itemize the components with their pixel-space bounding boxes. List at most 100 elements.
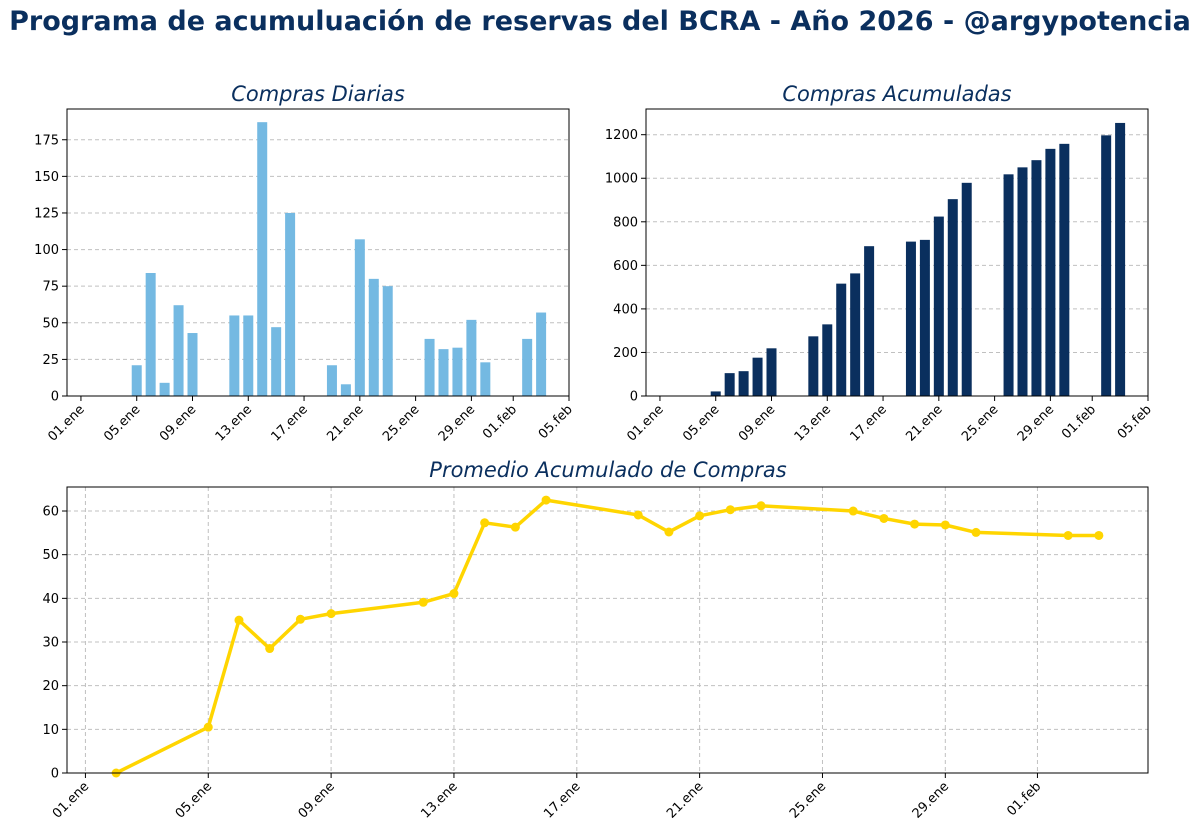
plot-frame bbox=[645, 108, 1149, 397]
bar bbox=[1031, 160, 1042, 396]
y-tick-label: 0 bbox=[51, 390, 59, 405]
data-point bbox=[234, 615, 244, 625]
x-tick-label: 29.ene bbox=[436, 402, 478, 444]
x-tick-label: 17.ene bbox=[269, 402, 311, 444]
x-tick-label: 05.ene bbox=[101, 402, 143, 444]
x-tick-label: 01.feb bbox=[1004, 779, 1044, 819]
bar bbox=[424, 338, 435, 396]
y-tick-label: 0 bbox=[630, 390, 638, 405]
x-tick-label: 29.ene bbox=[910, 779, 952, 821]
bar bbox=[808, 336, 819, 396]
y-tick-label: 60 bbox=[42, 505, 59, 520]
chart-title-cumulative: Compras Acumuladas bbox=[782, 82, 1011, 106]
bar bbox=[724, 373, 735, 396]
bar bbox=[257, 122, 268, 396]
bar bbox=[766, 348, 777, 396]
x-tick-label: 01.feb bbox=[1059, 402, 1099, 442]
bar bbox=[145, 273, 156, 396]
y-tick-label: 600 bbox=[613, 259, 638, 274]
data-point bbox=[940, 520, 950, 530]
y-tick-label: 25 bbox=[42, 353, 59, 368]
x-tick-label: 05.feb bbox=[536, 402, 576, 442]
y-tick-label: 0 bbox=[51, 767, 59, 782]
bar bbox=[961, 182, 972, 396]
bar bbox=[1059, 143, 1070, 396]
bar bbox=[382, 286, 393, 396]
bar bbox=[919, 239, 930, 396]
x-tick-label: 01.feb bbox=[480, 402, 520, 442]
data-point bbox=[203, 722, 213, 732]
cumulative-average-chart: 0 10 20 30 40 50 60 01.ene 05.ene 09.ene 13.ene 17.… bbox=[42, 486, 1149, 822]
x-tick-label: 05.feb bbox=[1115, 402, 1155, 442]
x-tick-label: 17.ene bbox=[848, 402, 890, 444]
bar bbox=[452, 347, 463, 396]
bar bbox=[480, 362, 491, 396]
bar bbox=[466, 319, 477, 396]
bar bbox=[536, 312, 547, 396]
data-point bbox=[326, 609, 336, 619]
data-point bbox=[664, 527, 674, 537]
bar bbox=[905, 241, 916, 396]
chart-title-daily: Compras Diarias bbox=[231, 82, 405, 106]
page-title: Programa de acumuluación de reservas del… bbox=[9, 6, 1191, 37]
bar bbox=[822, 324, 833, 396]
x-tick-label: 25.ene bbox=[787, 779, 829, 821]
x-tick-label: 09.ene bbox=[736, 402, 778, 444]
data-point bbox=[910, 519, 920, 529]
x-tick-label: 13.ene bbox=[792, 402, 834, 444]
data-point bbox=[633, 510, 643, 520]
x-tick-label: 13.ene bbox=[418, 779, 460, 821]
x-tick-label: 09.ene bbox=[296, 779, 338, 821]
bar bbox=[438, 349, 449, 396]
y-tick-label: 400 bbox=[613, 302, 638, 317]
bar bbox=[173, 305, 184, 396]
data-point bbox=[848, 506, 858, 516]
bar bbox=[710, 391, 721, 396]
x-tick-label: 01.ene bbox=[45, 402, 87, 444]
plot-frame bbox=[66, 108, 570, 397]
x-tick-label: 25.ene bbox=[380, 402, 422, 444]
y-tick-label: 150 bbox=[34, 170, 59, 185]
bar bbox=[285, 212, 296, 396]
x-tick-label: 29.ene bbox=[1015, 402, 1057, 444]
y-tick-label: 200 bbox=[613, 346, 638, 361]
cumulative-purchases-chart: 0 200 400 600 800 1000 1200 01.ene 05.ene 09.ene 1… bbox=[605, 108, 1155, 445]
x-tick-label: 09.ene bbox=[157, 402, 199, 444]
bar bbox=[738, 371, 749, 396]
y-tick-label: 40 bbox=[42, 592, 59, 607]
y-tick-label: 30 bbox=[42, 636, 59, 651]
data-point bbox=[1094, 530, 1104, 540]
bar bbox=[243, 315, 254, 396]
y-tick-label: 10 bbox=[42, 723, 59, 738]
data-point bbox=[756, 501, 766, 511]
data-point bbox=[971, 527, 981, 537]
y-tick-label: 1000 bbox=[605, 172, 638, 187]
bar bbox=[1003, 174, 1014, 396]
data-point bbox=[265, 644, 275, 654]
y-tick-label: 800 bbox=[613, 215, 638, 230]
data-point bbox=[295, 614, 305, 624]
y-tick-label: 50 bbox=[42, 316, 59, 331]
bar bbox=[187, 333, 198, 396]
x-tick-label: 21.ene bbox=[664, 779, 706, 821]
bar bbox=[836, 283, 847, 396]
y-tick-label: 125 bbox=[34, 206, 59, 221]
data-point bbox=[879, 513, 889, 523]
data-point bbox=[695, 511, 705, 521]
data-point bbox=[1063, 530, 1073, 540]
x-tick-label: 21.ene bbox=[903, 402, 945, 444]
chart-title-average: Promedio Acumulado de Compras bbox=[429, 458, 786, 482]
x-tick-label: 25.ene bbox=[959, 402, 1001, 444]
y-tick-label: 1200 bbox=[605, 128, 638, 143]
average-line bbox=[114, 498, 1101, 775]
bar bbox=[229, 315, 240, 396]
bar bbox=[326, 365, 337, 396]
bar bbox=[933, 216, 944, 396]
bar bbox=[947, 199, 958, 396]
data-point bbox=[480, 518, 490, 528]
bar bbox=[1115, 122, 1126, 396]
y-tick-label: 100 bbox=[34, 243, 59, 258]
bar bbox=[850, 273, 861, 396]
x-tick-label: 05.ene bbox=[680, 402, 722, 444]
